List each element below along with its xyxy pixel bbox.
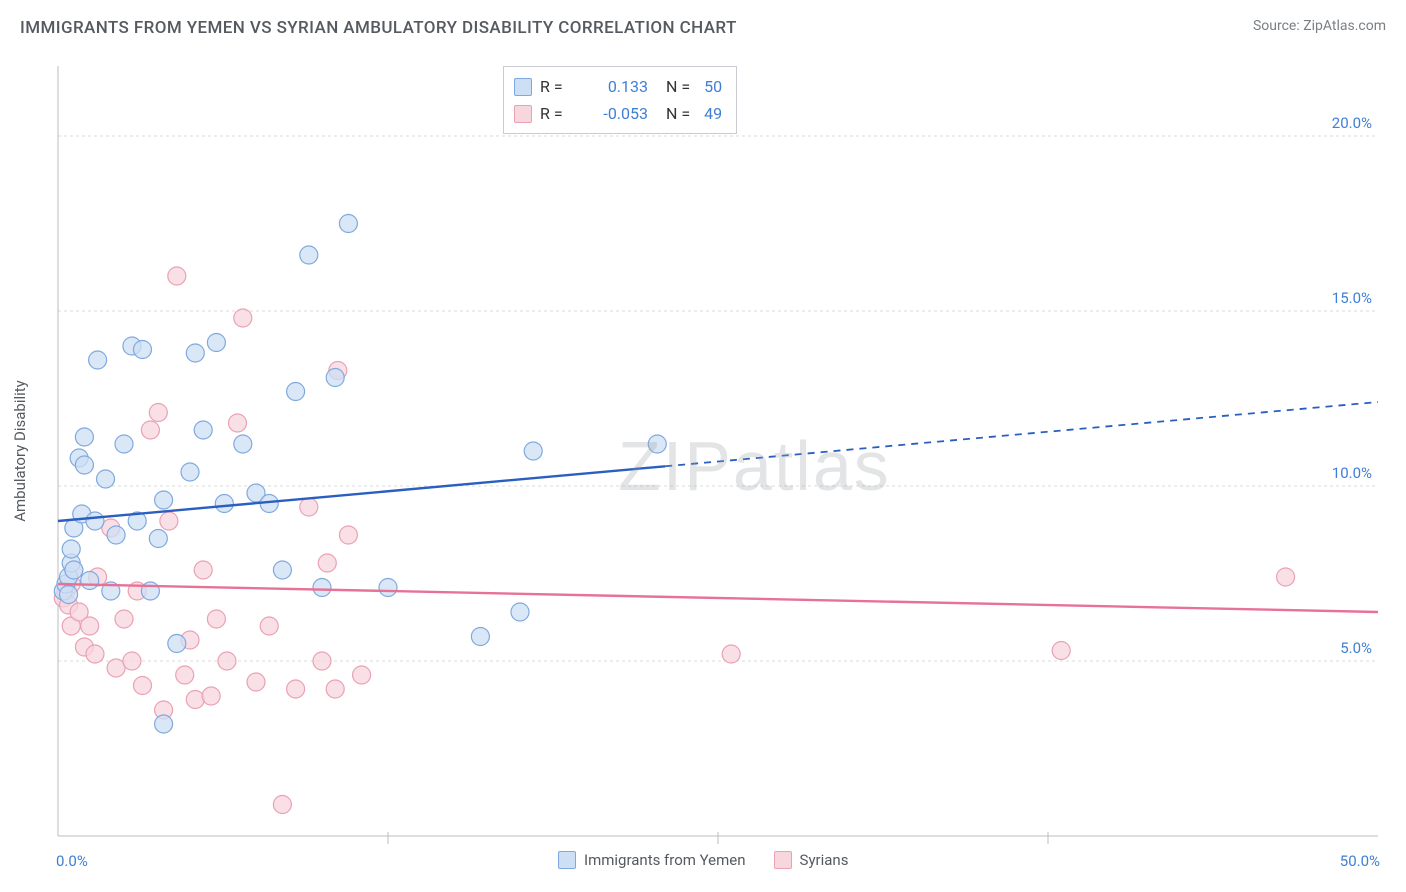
data-point [1052, 642, 1070, 660]
x-tick-label: 50.0% [1340, 852, 1380, 870]
data-point [1277, 568, 1295, 586]
correlation-row: R = -0.053 N = 49 [514, 100, 722, 127]
data-point [300, 246, 318, 264]
data-point [176, 666, 194, 684]
data-point [115, 435, 133, 453]
r-value: 0.133 [584, 73, 648, 100]
chart-area: Ambulatory Disability 5.0%10.0%15.0%20.0… [48, 56, 1388, 846]
y-tick-label: 10.0% [1332, 464, 1372, 482]
data-point [648, 435, 666, 453]
data-point [133, 677, 151, 695]
data-point [107, 526, 125, 544]
data-point [186, 344, 204, 362]
data-point [86, 512, 104, 530]
n-label: N = [666, 100, 690, 127]
data-point [194, 421, 212, 439]
data-point [181, 463, 199, 481]
y-axis-label: Ambulatory Disability [11, 380, 29, 522]
data-point [194, 561, 212, 579]
data-point [260, 617, 278, 635]
data-point [273, 796, 291, 814]
data-point [511, 603, 529, 621]
data-point [160, 512, 178, 530]
legend-swatch [774, 851, 792, 869]
legend-swatch [558, 851, 576, 869]
n-value: 49 [704, 100, 722, 127]
data-point [89, 351, 107, 369]
data-point [207, 334, 225, 352]
data-point [133, 341, 151, 359]
trend-line-extrapolated [665, 402, 1378, 466]
data-point [326, 369, 344, 387]
legend-label: Syrians [800, 851, 849, 869]
data-point [300, 498, 318, 516]
data-point [379, 579, 397, 597]
n-value: 50 [704, 73, 722, 100]
data-point [75, 456, 93, 474]
x-tick-label: 0.0% [56, 852, 88, 870]
correlation-row: R = 0.133 N = 50 [514, 73, 722, 100]
data-point [141, 421, 159, 439]
y-tick-label: 15.0% [1332, 289, 1372, 307]
data-point [81, 572, 99, 590]
data-point [524, 442, 542, 460]
data-point [86, 645, 104, 663]
data-point [326, 680, 344, 698]
data-point [287, 680, 305, 698]
data-point [273, 561, 291, 579]
r-value: -0.053 [584, 100, 648, 127]
data-point [97, 470, 115, 488]
data-point [75, 428, 93, 446]
data-point [149, 404, 167, 422]
data-point [234, 435, 252, 453]
data-point [155, 715, 173, 733]
data-point [186, 691, 204, 709]
data-point [60, 586, 78, 604]
data-point [81, 617, 99, 635]
data-point [168, 635, 186, 653]
data-point [149, 530, 167, 548]
r-label: R = [540, 73, 576, 100]
series-legend: Immigrants from Yemen Syrians [558, 851, 848, 869]
data-point [168, 267, 186, 285]
y-tick-label: 5.0% [1340, 639, 1372, 657]
r-label: R = [540, 100, 576, 127]
y-tick-label: 20.0% [1332, 114, 1372, 132]
data-point [471, 628, 489, 646]
data-point [353, 666, 371, 684]
source-attribution: Source: ZipAtlas.com [1253, 18, 1386, 34]
data-point [218, 652, 236, 670]
data-point [65, 561, 83, 579]
data-point [287, 383, 305, 401]
legend-label: Immigrants from Yemen [584, 851, 746, 869]
data-point [115, 610, 133, 628]
data-point [339, 215, 357, 233]
data-point [207, 610, 225, 628]
data-point [234, 309, 252, 327]
data-point [215, 495, 233, 513]
legend-item: Syrians [774, 851, 849, 869]
data-point [318, 554, 336, 572]
data-point [247, 673, 265, 691]
legend-item: Immigrants from Yemen [558, 851, 746, 869]
data-point [229, 414, 247, 432]
n-label: N = [666, 73, 690, 100]
legend-swatch [514, 78, 532, 96]
data-point [313, 652, 331, 670]
data-point [722, 645, 740, 663]
data-point [202, 687, 220, 705]
data-point [313, 579, 331, 597]
title-bar: IMMIGRANTS FROM YEMEN VS SYRIAN AMBULATO… [0, 0, 1406, 44]
trend-line [58, 584, 1378, 612]
chart-title: IMMIGRANTS FROM YEMEN VS SYRIAN AMBULATO… [20, 18, 737, 38]
scatter-plot: 5.0% 10.0% 15.0% 20.0% 0.0% 50.0% [48, 56, 1388, 876]
data-point [62, 540, 80, 558]
correlation-legend: R = 0.133 N = 50 R = -0.053 N = 49 [503, 66, 737, 134]
legend-swatch [514, 105, 532, 123]
data-point [155, 491, 173, 509]
data-point [339, 526, 357, 544]
data-point [123, 652, 141, 670]
trend-line [58, 466, 665, 521]
